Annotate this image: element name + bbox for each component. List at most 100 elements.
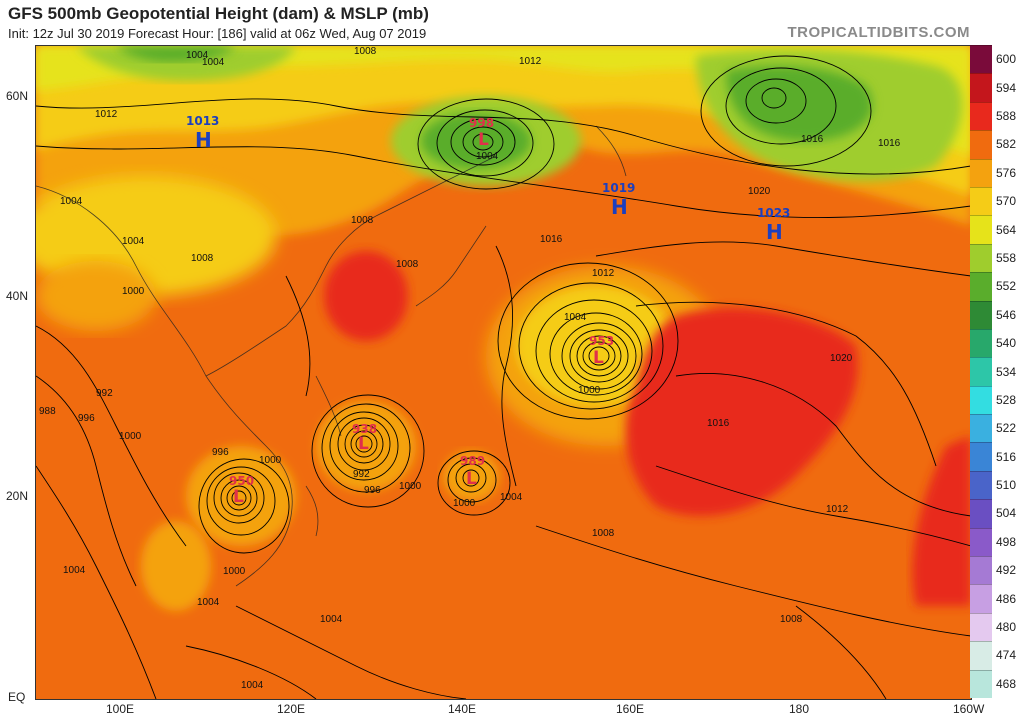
isobar-label: 996 <box>78 413 95 424</box>
isobar-label: 1004 <box>122 236 145 247</box>
isobar-label: 1012 <box>95 109 118 120</box>
map-subtitle: Init: 12z Jul 30 2019 Forecast Hour: [18… <box>8 26 427 41</box>
colorbar-label: 480 <box>996 620 1017 635</box>
colorbar-label: 468 <box>996 676 1017 691</box>
brand-watermark: TROPICALTIDBITS.COM <box>787 24 970 41</box>
colorbar-label: 516 <box>996 449 1017 464</box>
low-998-value: 998 <box>469 116 495 130</box>
isobar-label: 1000 <box>119 431 142 442</box>
isobar-label: 1008 <box>191 253 214 264</box>
isobar-label: 1004 <box>500 492 523 503</box>
isobar-label: 1000 <box>578 385 601 396</box>
low-950-marker: L <box>233 487 244 507</box>
lat-label-eq: EQ <box>8 690 26 704</box>
isobar-label: 1000 <box>259 455 282 466</box>
isobar-label: 1008 <box>396 259 419 270</box>
colorbar-swatch <box>970 584 992 613</box>
isobar-label: 1016 <box>878 138 901 149</box>
colorbar-swatch <box>970 186 992 216</box>
low-989-value: 989 <box>460 454 486 468</box>
isobar-label: 1008 <box>354 46 377 57</box>
colorbar-label: 528 <box>996 392 1017 407</box>
low-938-marker: L <box>358 434 369 454</box>
colorbar-label: 558 <box>996 250 1017 265</box>
colorbar-swatch <box>970 385 992 415</box>
colorbar-swatch <box>970 470 992 500</box>
high-1023-marker: H <box>766 220 783 244</box>
colorbar-label: 540 <box>996 336 1017 351</box>
isobar-label: 1004 <box>63 565 86 576</box>
isobar-label: 1004 <box>564 312 587 323</box>
isobar-label: 1004 <box>60 196 83 207</box>
lon-label-140e: 140E <box>448 702 477 716</box>
colorbar-swatch <box>970 499 992 528</box>
isobar-label: 1004 <box>241 680 264 691</box>
isobar-label: 1000 <box>453 498 476 509</box>
low-953-value: 953 <box>589 334 615 348</box>
colorbar-swatch <box>970 612 992 642</box>
isobar-label: 1016 <box>801 134 824 145</box>
colorbar-label: 588 <box>996 108 1017 123</box>
low-938-value: 938 <box>352 422 378 436</box>
lat-label-60n: 60N <box>6 89 29 103</box>
colorbar-swatch <box>970 272 992 301</box>
isobar-label: 1020 <box>830 353 853 364</box>
lon-label-180: 180 <box>789 702 810 716</box>
high-1019-marker: H <box>611 195 628 219</box>
colorbar-label: 492 <box>996 563 1017 578</box>
colorbar-label: 534 <box>996 364 1017 379</box>
colorbar-legend: 600 594 588 582 576 570 564 558 552 546 540 534 528 5… <box>970 45 1024 698</box>
colorbar-label: 600 <box>996 52 1017 67</box>
lat-label-20n: 20N <box>6 489 29 503</box>
isobar-label: 996 <box>212 447 229 458</box>
colorbar-swatch <box>970 641 992 670</box>
colorbar-label: 570 <box>996 194 1017 209</box>
isobar-label: 1012 <box>519 56 542 67</box>
colorbar-label: 552 <box>996 279 1017 294</box>
low-953-marker: L <box>593 348 604 368</box>
isobar-label: 1008 <box>780 614 803 625</box>
high-1019-value: 1019 <box>602 181 636 195</box>
colorbar-label: 582 <box>996 137 1017 152</box>
colorbar-swatch <box>970 328 992 358</box>
colorbar-swatch <box>970 527 992 557</box>
map-panel: 1013 H 998 L 1019 H 1023 H 953 L 938 L 9… <box>35 45 972 700</box>
colorbar-swatch <box>970 300 992 329</box>
colorbar-swatch <box>970 669 992 698</box>
colorbar-label: 504 <box>996 506 1017 521</box>
lon-label-100e: 100E <box>106 702 135 716</box>
colorbar-label: 474 <box>996 648 1017 663</box>
isobar-label: 1004 <box>186 50 209 61</box>
high-1013-marker: H <box>195 128 212 152</box>
colorbar-label: 576 <box>996 165 1017 180</box>
colorbar-label: 594 <box>996 80 1017 95</box>
isobar-label: 1008 <box>351 215 374 226</box>
lon-label-120e: 120E <box>277 702 306 716</box>
colorbar-swatch <box>970 215 992 244</box>
colorbar-swatch <box>970 414 992 443</box>
isobar-label: 1020 <box>748 186 771 197</box>
low-998-marker: L <box>478 130 489 150</box>
height-field <box>36 46 971 699</box>
colorbar-label: 498 <box>996 534 1017 549</box>
colorbar-swatch <box>970 130 992 159</box>
colorbar-label: 564 <box>996 222 1017 237</box>
isobar-label: 1016 <box>540 234 563 245</box>
colorbar-label: 522 <box>996 421 1017 436</box>
isobar-label: 996 <box>364 485 381 496</box>
isobar-label: 1012 <box>592 268 615 279</box>
isobar-label: 992 <box>353 469 370 480</box>
high-1023-value: 1023 <box>757 206 791 220</box>
map-title: GFS 500mb Geopotential Height (dam) & MS… <box>8 4 429 23</box>
colorbar-swatch <box>970 101 992 131</box>
isobar-label: 1000 <box>399 481 422 492</box>
isobar-label: 1012 <box>826 504 849 515</box>
isobar-label: 1000 <box>223 566 246 577</box>
isobar-label: 1016 <box>707 418 730 429</box>
colorbar-label: 510 <box>996 478 1017 493</box>
isobar-label: 992 <box>96 388 113 399</box>
isobar-label: 988 <box>39 406 56 417</box>
colorbar-label: 546 <box>996 307 1017 322</box>
isobar-label: 1000 <box>122 286 145 297</box>
colorbar-label: 486 <box>996 591 1017 606</box>
